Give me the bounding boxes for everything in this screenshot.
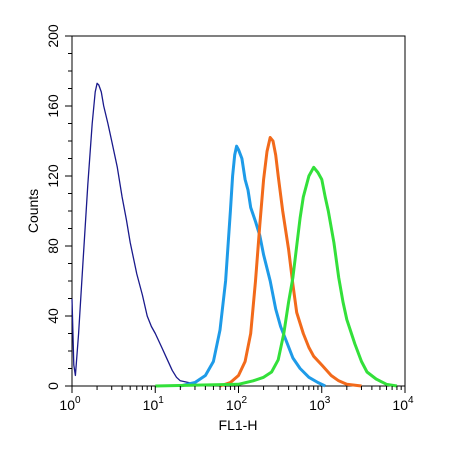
series-line-1 — [71, 82, 206, 387]
plot-frame-group — [71, 35, 406, 387]
x-tick-label: 103 — [309, 395, 331, 413]
plot-frame — [71, 35, 406, 387]
series-line-2 — [179, 144, 326, 388]
x-axis-label: FL1-H — [219, 417, 258, 433]
y-tick-label: 40 — [45, 308, 61, 324]
series-line-3 — [219, 136, 362, 388]
y-tick-label: 160 — [45, 94, 61, 118]
y-tick-label: 120 — [45, 164, 61, 188]
x-tick-label: 102 — [226, 395, 248, 413]
x-tick-label: 101 — [143, 395, 165, 413]
y-tick-label: 200 — [45, 24, 61, 48]
y-tick-label: 0 — [45, 382, 61, 390]
y-tick-label: 80 — [45, 238, 61, 254]
series-group — [71, 82, 398, 388]
series-line-4 — [155, 165, 398, 388]
y-axis-label: Counts — [25, 189, 41, 233]
y-axis-ticks: 0 40 80 120 160 200 — [45, 24, 72, 390]
x-axis-ticks: 100 101 102 103 104 — [59, 386, 414, 413]
x-tick-label: 104 — [392, 395, 414, 413]
x-tick-label: 100 — [59, 395, 81, 413]
